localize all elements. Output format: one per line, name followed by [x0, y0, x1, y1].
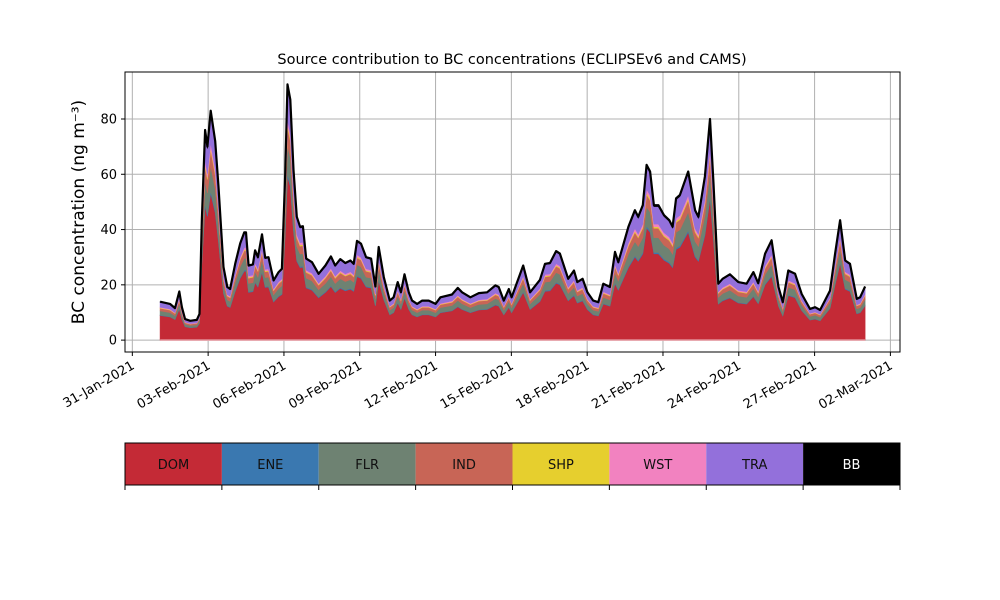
source-legend-colorbar: DOM ENE FLR IND SHP WST TRA BB: [124, 442, 901, 490]
x-axis-ticks: 31-Jan-202103-Feb-202106-Feb-202109-Feb-…: [61, 352, 895, 413]
x-tick-label: 31-Jan-2021: [61, 358, 138, 411]
x-tick-label: 06-Feb-2021: [210, 358, 289, 412]
x-tick-label: 21-Feb-2021: [589, 358, 668, 412]
x-tick-label: 18-Feb-2021: [514, 358, 593, 412]
legend-swatch-shp: [512, 443, 610, 485]
y-axis-label: BC concentration (ng m⁻³): [69, 100, 89, 324]
y-tick-label: 40: [100, 223, 117, 238]
legend-swatch-bb: [803, 443, 900, 485]
plot-frame: [124, 71, 901, 353]
legend-label: IND: [452, 458, 476, 473]
legend-label: DOM: [158, 458, 189, 473]
legend-label: ENE: [257, 458, 283, 473]
legend-swatch-flr: [318, 443, 416, 485]
x-tick-label: 02-Mar-2021: [816, 358, 895, 412]
legend-swatch-wst: [609, 443, 707, 485]
legend-label: FLR: [355, 458, 379, 473]
legend-swatch-ene: [221, 443, 319, 485]
y-tick-label: 60: [100, 168, 117, 183]
y-tick-label: 80: [100, 112, 117, 127]
x-tick-label: 27-Feb-2021: [741, 358, 820, 412]
legend-label: TRA: [741, 458, 767, 473]
legend-swatch-ind: [415, 443, 513, 485]
legend-label: SHP: [548, 458, 574, 473]
stacked-areas: [159, 84, 866, 341]
legend-label: WST: [643, 458, 672, 473]
y-tick-label: 20: [100, 278, 117, 293]
x-tick-label: 09-Feb-2021: [286, 358, 365, 412]
y-axis-ticks: 0 20 40 60 80: [100, 112, 125, 349]
x-tick-label: 12-Feb-2021: [362, 358, 441, 412]
legend-label: BB: [843, 458, 861, 473]
legend-swatch-dom: [125, 443, 222, 485]
x-tick-label: 15-Feb-2021: [438, 358, 517, 412]
chart-title: Source contribution to BC concentrations…: [277, 52, 746, 68]
legend-swatch-tra: [706, 443, 804, 485]
x-tick-label: 03-Feb-2021: [135, 358, 214, 412]
total-outline: [159, 83, 867, 322]
y-tick-label: 0: [109, 334, 117, 349]
x-tick-label: 24-Feb-2021: [665, 358, 744, 412]
